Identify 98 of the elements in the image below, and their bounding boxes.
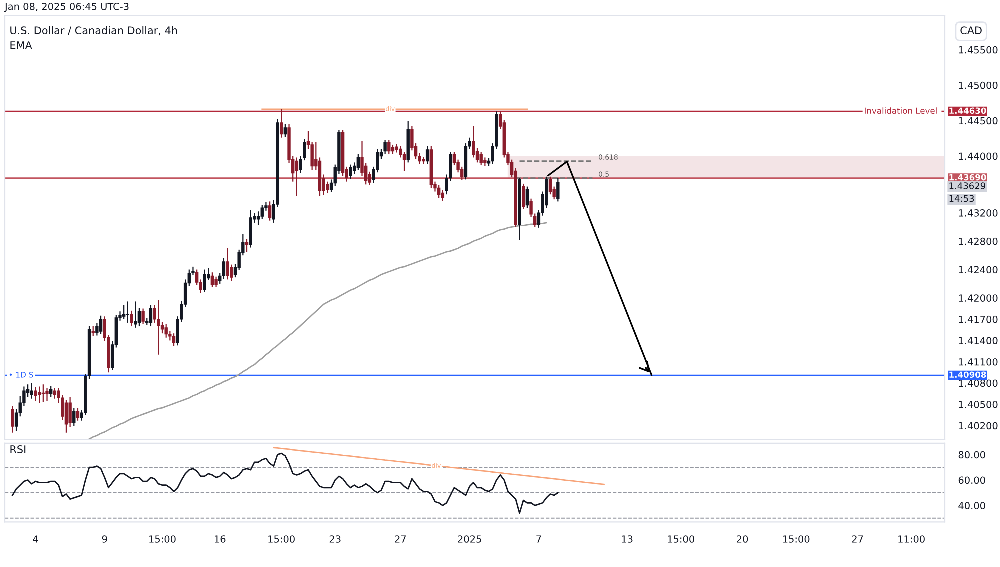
candlestick <box>226 248 230 280</box>
y-tick-label: 60.00 <box>958 476 986 484</box>
y-tick-label: 1.42400 <box>959 266 998 274</box>
candlestick <box>172 333 176 347</box>
candlestick <box>53 388 57 400</box>
candlestick <box>472 126 476 158</box>
y-tick-label: 1.44000 <box>959 152 998 160</box>
y-tick-label: 1.41400 <box>959 337 998 345</box>
candlestick <box>222 258 226 280</box>
candlestick <box>214 276 218 288</box>
candlestick <box>260 204 264 220</box>
candlestick <box>522 183 526 210</box>
candlestick <box>548 176 552 196</box>
y-tick-label: 1.45000 <box>959 82 998 90</box>
x-tick-label: 9 <box>102 536 108 543</box>
candlestick <box>130 310 134 328</box>
candlestick <box>441 190 445 202</box>
candlestick <box>34 386 38 402</box>
x-tick-label: 15:00 <box>268 536 295 543</box>
candlestick <box>280 108 284 138</box>
candlestick <box>356 154 360 172</box>
y-tick-label: 1.40200 <box>959 422 998 430</box>
x-tick-label: 13 <box>622 536 633 543</box>
candlestick <box>426 146 430 165</box>
y-tick-label: 1.43200 <box>959 210 998 217</box>
candlestick <box>122 304 126 320</box>
text: U.S. Dollar / Canadian Dollar, 4h <box>10 26 178 36</box>
text: 14:53 <box>950 195 974 202</box>
y-tick-label: 1.41700 <box>959 316 998 324</box>
candlestick <box>388 139 391 155</box>
y-tick-label: 1.42800 <box>959 238 998 246</box>
candlestick <box>349 164 352 180</box>
text: 1.40908 <box>950 372 986 378</box>
candlestick <box>11 405 14 434</box>
candlestick <box>480 151 483 166</box>
candlestick <box>38 386 42 404</box>
candlestick <box>256 211 260 226</box>
x-tick-label: 16 <box>215 536 226 543</box>
candlestick <box>164 324 168 338</box>
text: 1.43629 <box>950 182 986 190</box>
candlestick <box>384 139 387 155</box>
y-tick-label: 1.42000 <box>959 294 998 302</box>
x-tick-label: 11:00 <box>898 536 925 543</box>
chart-title: RSI <box>10 446 26 454</box>
y-tick-label: 1.40800 <box>959 380 998 388</box>
x-tick-label: 7 <box>536 536 542 543</box>
candlestick <box>138 308 142 328</box>
candlestick <box>295 157 299 197</box>
x-tick-label: 27 <box>395 536 406 543</box>
candlestick <box>46 388 49 402</box>
y-axis-title: CAD <box>960 26 982 35</box>
candlestick <box>556 178 560 202</box>
candlestick <box>437 184 441 199</box>
y-tick-label: 1.40500 <box>959 401 998 408</box>
candlestick <box>134 301 138 328</box>
x-tick-label: 15:00 <box>668 536 694 543</box>
candlestick <box>64 400 68 434</box>
x-tick-label: 27 <box>852 536 864 543</box>
y-tick-label: 80.00 <box>958 451 986 459</box>
candlestick <box>402 151 406 172</box>
candlestick <box>195 269 199 286</box>
candlestick <box>157 300 160 356</box>
x-tick-label: 15:00 <box>150 536 176 543</box>
y-tick-label: 1.41100 <box>959 358 998 366</box>
candlestick <box>126 301 130 324</box>
candlestick <box>142 308 145 325</box>
candlestick <box>210 272 214 288</box>
y-tick-label: 1.44500 <box>959 117 998 125</box>
x-tick-label: 2025 <box>458 536 482 543</box>
candlestick <box>149 304 153 328</box>
candlestick <box>526 186 530 209</box>
candlestick <box>245 238 249 253</box>
candlestick <box>203 269 206 294</box>
x-tick-label: 20 <box>737 536 748 543</box>
text: EMA <box>10 42 32 50</box>
line-series <box>273 447 605 486</box>
candlestick <box>68 396 72 428</box>
candlestick <box>30 382 34 400</box>
candlestick <box>391 144 395 155</box>
x-tick-label: 4 <box>33 536 38 543</box>
candlestick <box>72 408 76 428</box>
y-tick-label: 1.45500 <box>959 46 998 54</box>
text: 1.44630 <box>950 108 986 114</box>
candlestick <box>76 408 80 422</box>
candlestick <box>284 124 288 138</box>
candlestick <box>268 201 272 222</box>
x-tick-label: 15:00 <box>783 536 810 543</box>
candlestick <box>422 156 426 165</box>
candlestick <box>160 322 164 334</box>
candlestick <box>326 181 330 194</box>
candlestick <box>99 315 103 335</box>
text: Jan 08, 2025 06:45 UTC-3 <box>4 3 129 12</box>
y-tick-label: 40.00 <box>958 502 986 510</box>
line-series <box>12 452 559 514</box>
x-tick-label: 23 <box>330 536 341 543</box>
candlestick <box>92 326 95 337</box>
text: 1.43690 <box>950 174 986 181</box>
ref-line-label: Invalidation Level <box>865 108 937 114</box>
